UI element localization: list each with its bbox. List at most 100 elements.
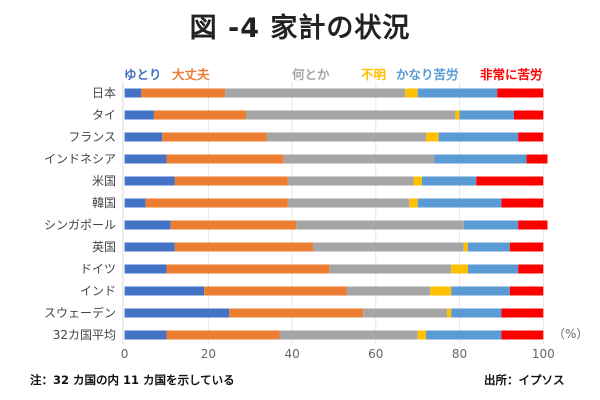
bar-segment: [162, 132, 267, 142]
bar-segment: [124, 242, 175, 252]
bar-segment: [141, 88, 226, 98]
bar-segment: [124, 308, 230, 318]
category-label: 英国: [92, 240, 116, 254]
bar-segment: [124, 110, 154, 120]
bar-segment: [346, 286, 431, 296]
bar-segment: [124, 132, 163, 142]
bar-segment: [518, 264, 544, 274]
category-label: 米国: [92, 174, 116, 188]
bar-segment: [509, 286, 544, 296]
bar-segment: [417, 330, 427, 340]
legend-nantoka: 何とか: [292, 67, 330, 82]
bar-segment: [476, 176, 544, 186]
bar-segment: [124, 198, 146, 208]
bar-segment: [124, 154, 167, 164]
bar-segment: [170, 220, 297, 230]
x-tick-label: 40: [284, 347, 299, 361]
footnote: 注：32 カ国の内 11 カ国を示している: [30, 373, 235, 387]
bar-segment: [174, 176, 288, 186]
bar-segment: [166, 330, 280, 340]
bar-segment: [463, 220, 519, 230]
bar-segment: [409, 198, 418, 208]
gridlines: [207, 82, 544, 344]
category-label: フランス: [68, 130, 116, 144]
legend-kanari-kurou: かなり苦労: [396, 67, 459, 82]
bar-segment: [501, 308, 544, 318]
bar-segment: [509, 242, 544, 252]
unit-label: （%）: [553, 327, 588, 341]
bar-segment: [413, 176, 422, 186]
bar-segment: [287, 198, 410, 208]
bar-segment: [455, 110, 460, 120]
bar-segment: [463, 242, 468, 252]
category-label: 韓国: [92, 196, 116, 210]
bar-segment: [313, 242, 464, 252]
bar-segment: [266, 132, 427, 142]
bar-segment: [287, 176, 414, 186]
bar-segment: [166, 154, 284, 164]
bar-segment: [421, 176, 477, 186]
bar-segment: [497, 88, 544, 98]
x-tick-label: 100: [532, 347, 555, 361]
x-tick-label: 60: [368, 347, 383, 361]
bar-segment: [283, 154, 435, 164]
x-tick-label: 0: [121, 347, 129, 361]
category-label: インド: [80, 284, 116, 298]
bar-segment: [296, 220, 464, 230]
x-tick-labels: 0 20 40 60 80 100: [121, 347, 555, 361]
legend-hijou-ni-kurou: 非常に苦労: [480, 67, 543, 82]
category-label: 日本: [92, 86, 116, 100]
bar-segment: [467, 242, 510, 252]
bar-segment: [246, 110, 456, 120]
bar-segment: [451, 308, 502, 318]
bar-segment: [526, 154, 548, 164]
bar-segment: [124, 220, 171, 230]
legend-fumei: 不明: [361, 67, 387, 82]
bar-segment: [124, 286, 205, 296]
chart-title: 図 -4 家計の状況: [189, 13, 411, 44]
category-label: インドネシア: [44, 152, 116, 166]
bar-segment: [518, 132, 544, 142]
bar-segment: [459, 110, 514, 120]
bar-segment: [426, 132, 439, 142]
bar-segment: [279, 330, 418, 340]
bar-segment: [501, 198, 544, 208]
bar-segment: [153, 110, 247, 120]
bar-segment: [438, 132, 519, 142]
bar-segment: [405, 88, 418, 98]
bar-segment: [430, 286, 452, 296]
bar-segment: [417, 88, 498, 98]
category-label: ドイツ: [80, 262, 116, 276]
bar-segment: [124, 264, 167, 274]
category-label: スウェーデン: [44, 305, 116, 320]
bars: [124, 88, 548, 340]
bar-segment: [417, 198, 502, 208]
bar-segment: [446, 308, 452, 318]
bar-segment: [501, 330, 544, 340]
bar-segment: [174, 242, 314, 252]
bar-segment: [329, 264, 452, 274]
bar-segment: [518, 220, 548, 230]
bar-segment: [434, 154, 527, 164]
bar-segment: [204, 286, 347, 296]
bar-segment: [451, 264, 468, 274]
category-label: シンガポール: [44, 218, 116, 232]
legend-daijoubu: 大丈夫: [172, 67, 210, 82]
x-tick-label: 80: [452, 347, 467, 361]
source-note: 出所：イプソス: [484, 373, 565, 387]
bar-segment: [513, 110, 544, 120]
bar-segment: [124, 330, 167, 340]
bar-segment: [426, 330, 502, 340]
x-tick-label: 20: [201, 347, 216, 361]
bar-segment: [124, 88, 142, 98]
bar-segment: [363, 308, 447, 318]
bar-segment: [166, 264, 330, 274]
bar-segment: [225, 88, 406, 98]
bar-segment: [229, 308, 364, 318]
category-label: タイ: [92, 108, 116, 122]
bar-segment: [124, 176, 175, 186]
bar-segment: [451, 286, 510, 296]
bar-segment: [145, 198, 288, 208]
